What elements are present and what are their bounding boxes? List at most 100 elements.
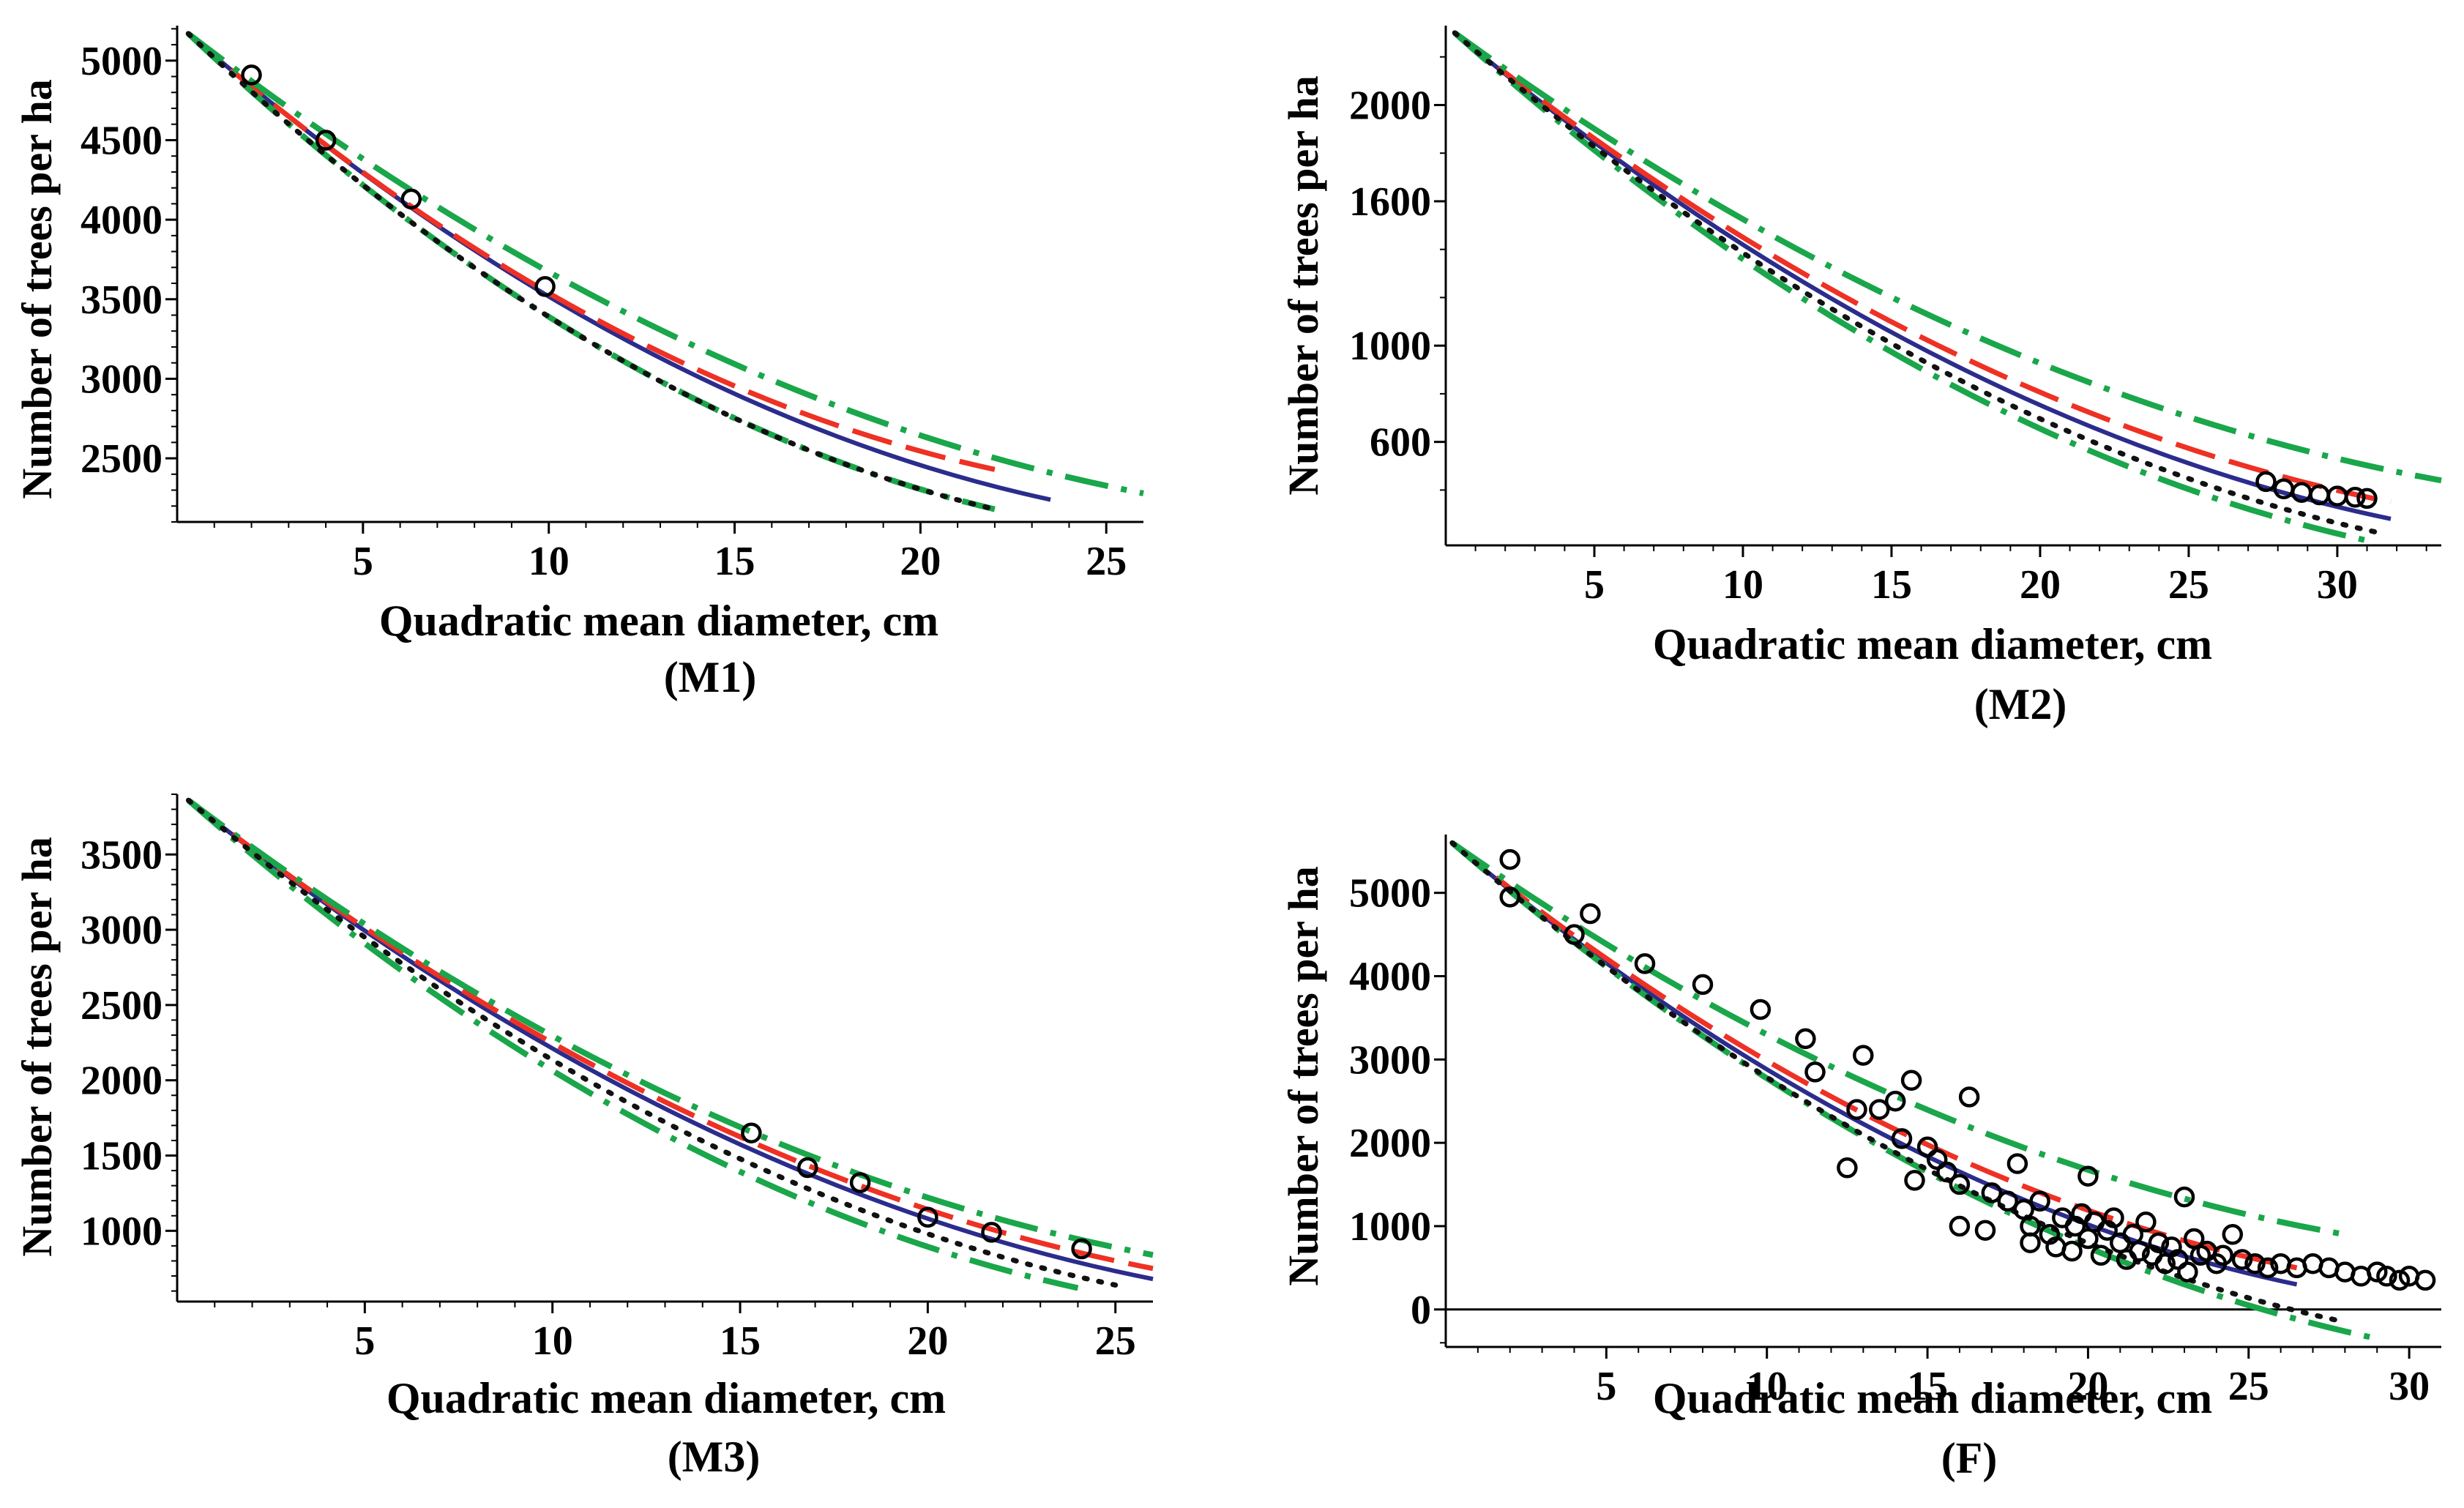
- data-point: [1071, 1238, 1092, 1260]
- data-point: [315, 130, 337, 151]
- caption-m1: (M1): [664, 653, 757, 701]
- data-point: [1499, 848, 1520, 870]
- data-point: [849, 1172, 871, 1193]
- data-point: [1564, 924, 1585, 945]
- x-tick-label: 20: [2020, 562, 2061, 608]
- caption-m2: (M2): [1974, 680, 2067, 728]
- y-tick-label: 1500: [81, 1134, 163, 1179]
- data-point: [1837, 1157, 1858, 1179]
- y-tick-label: 4000: [81, 198, 163, 243]
- x-tick-label: 30: [2389, 1364, 2430, 1409]
- data-point: [2222, 1224, 2244, 1245]
- data-point: [2077, 1165, 2099, 1187]
- y-tick-label: 0: [1411, 1288, 1431, 1333]
- data-point: [2231, 1249, 2253, 1270]
- x-axis-label-m3: Quadratic mean diameter, cm: [387, 1374, 946, 1422]
- data-point: [1949, 1215, 1971, 1237]
- data-point: [1900, 1070, 1922, 1091]
- y-tick-label: 5000: [81, 39, 163, 84]
- data-point: [2029, 1190, 2050, 1212]
- data-point: [2244, 1253, 2266, 1274]
- data-point: [1580, 903, 1601, 925]
- x-axis-label-m2: Quadratic mean diameter, cm: [1653, 620, 2212, 668]
- y-tick-label: 1000: [81, 1209, 163, 1254]
- y-tick-label: 5000: [1349, 871, 1431, 917]
- curve-red-dashed: [187, 798, 1154, 1272]
- curve-blue-solid: [187, 798, 1154, 1282]
- data-point: [1997, 1190, 2018, 1212]
- data-point: [2090, 1244, 2112, 1266]
- y-tick-label: 3500: [81, 277, 163, 323]
- y-tick-label: 2500: [81, 436, 163, 482]
- data-point: [741, 1122, 762, 1143]
- data-point: [2103, 1207, 2124, 1228]
- data-point: [1846, 1099, 1867, 1120]
- y-tick-label: 600: [1370, 420, 1431, 466]
- data-point: [2177, 1261, 2198, 1283]
- curve-green-upper: [1452, 30, 2442, 484]
- x-tick-label: 25: [1095, 1318, 1136, 1364]
- data-point: [797, 1157, 818, 1179]
- data-point: [2061, 1240, 2083, 1262]
- data-point: [1949, 1173, 1971, 1195]
- curve-red-dashed: [1450, 840, 2298, 1271]
- y-tick-label: 2000: [1349, 1121, 1431, 1166]
- data-point: [1958, 1086, 1980, 1108]
- data-point: [1936, 1161, 1957, 1183]
- y-axis-label-m3: Number of trees per ha: [13, 837, 61, 1257]
- curve-red-dashed: [186, 31, 996, 472]
- data-point: [1804, 1061, 1826, 1083]
- x-tick-label: 5: [353, 539, 373, 584]
- x-tick-label: 25: [1086, 539, 1127, 584]
- y-axis-label-f: Number of trees per ha: [1280, 866, 1327, 1286]
- x-tick-label: 15: [720, 1318, 761, 1364]
- data-point: [1974, 1220, 1996, 1241]
- data-point: [2129, 1240, 2150, 1262]
- y-tick-label: 3000: [81, 908, 163, 953]
- data-point: [2257, 1257, 2279, 1279]
- curve-green-upper: [186, 31, 1144, 496]
- x-tick-label: 5: [354, 1318, 375, 1364]
- data-point: [1891, 1128, 1913, 1149]
- curve-black-dotted: [185, 31, 998, 512]
- data-point: [2255, 471, 2277, 493]
- data-point: [400, 188, 422, 210]
- curve-blue-solid: [1450, 841, 2298, 1287]
- y-tick-label: 2000: [81, 1059, 163, 1104]
- x-axis-label-f: Quadratic mean diameter, cm: [1653, 1374, 2212, 1422]
- data-point: [2345, 487, 2366, 508]
- x-tick-label: 5: [1584, 562, 1605, 608]
- x-tick-label: 25: [2168, 562, 2209, 608]
- curve-green-upper: [186, 798, 1154, 1258]
- y-tick-label: 4500: [81, 118, 163, 163]
- data-point: [2135, 1212, 2157, 1233]
- caption-m3: (M3): [668, 1433, 761, 1481]
- x-tick-label: 10: [529, 539, 570, 584]
- data-point: [1853, 1045, 1874, 1066]
- caption-f: (F): [1941, 1434, 1998, 1482]
- data-point: [2389, 1269, 2411, 1291]
- data-point: [534, 276, 556, 297]
- y-tick-label: 3000: [81, 357, 163, 402]
- x-tick-label: 5: [1596, 1364, 1616, 1409]
- data-point: [2367, 1261, 2388, 1283]
- panel-m2: 5 10 15 20 25 30 600 1000 1600 2000 Quadratic mea…: [1280, 26, 2442, 728]
- data-point: [2173, 1186, 2195, 1208]
- data-point: [917, 1206, 938, 1228]
- data-point: [2148, 1232, 2170, 1253]
- data-point: [981, 1222, 1002, 1243]
- curve-green-lower: [186, 798, 1079, 1291]
- curve-black-dotted: [1452, 30, 2385, 537]
- x-tick-label: 15: [1871, 562, 1912, 608]
- x-tick-label: 10: [532, 1318, 573, 1364]
- curve-black-dotted: [1449, 840, 2348, 1325]
- data-point: [241, 64, 262, 86]
- x-tick-label: 15: [1907, 1364, 1948, 1409]
- curve-green-lower: [1452, 30, 2368, 544]
- data-point: [2376, 1266, 2397, 1287]
- data-point: [1499, 886, 1520, 908]
- data-point: [1884, 1090, 1906, 1112]
- data-point: [1692, 974, 1714, 996]
- y-tick-label: 1600: [1349, 179, 1431, 225]
- data-point: [1634, 953, 1656, 974]
